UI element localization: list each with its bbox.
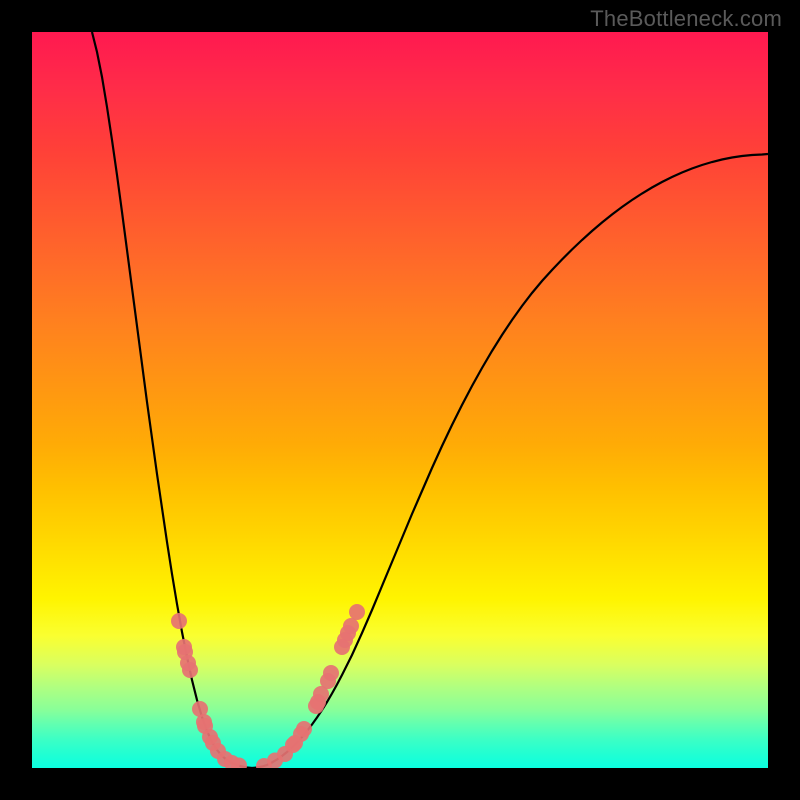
left-branch-line: [92, 32, 252, 768]
data-marker: [171, 613, 187, 629]
data-marker: [296, 721, 312, 737]
data-marker: [343, 618, 359, 634]
data-marker: [349, 604, 365, 620]
bottleneck-curve-svg: [32, 32, 768, 768]
data-marker: [182, 662, 198, 678]
watermark-text: TheBottleneck.com: [590, 6, 782, 32]
data-marker: [323, 665, 339, 681]
plot-area: [32, 32, 768, 768]
